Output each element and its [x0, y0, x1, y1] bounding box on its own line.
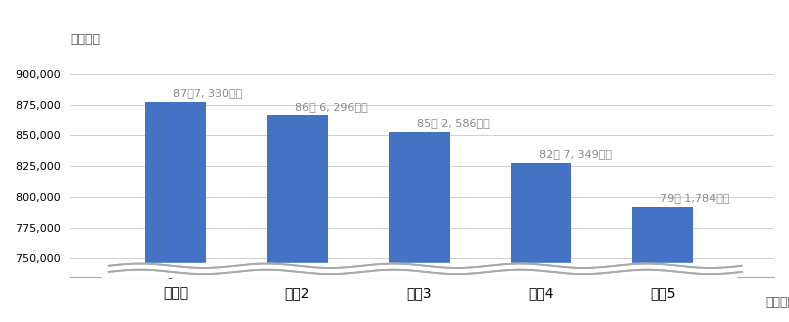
Text: 0: 0 — [166, 271, 174, 281]
Text: （万円）: （万円） — [70, 33, 100, 46]
Text: 86億 6, 296万円: 86億 6, 296万円 — [295, 101, 368, 111]
Bar — [389, 132, 450, 322]
Bar — [267, 115, 327, 322]
Bar — [103, 263, 736, 277]
Text: 87億7, 330万円: 87億7, 330万円 — [173, 88, 242, 98]
Text: 79億 1,784万円: 79億 1,784万円 — [660, 193, 730, 203]
Bar — [145, 102, 206, 322]
Text: （年度）: （年度） — [765, 296, 789, 309]
Text: 85億 2, 586万円: 85億 2, 586万円 — [417, 118, 489, 128]
Bar — [510, 163, 571, 322]
Bar — [632, 207, 694, 322]
Text: 82億 7, 349万円: 82億 7, 349万円 — [539, 149, 611, 159]
